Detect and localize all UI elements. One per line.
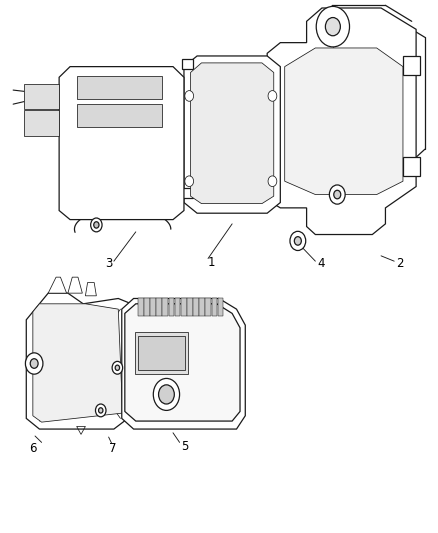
Polygon shape [125,304,240,421]
Bar [156,298,162,316]
Circle shape [94,222,99,228]
Bar [212,298,217,316]
Circle shape [329,185,345,204]
Bar [182,59,193,69]
Bar [162,298,168,316]
Bar [218,298,223,316]
Circle shape [185,176,194,187]
Circle shape [95,404,106,417]
Polygon shape [138,336,185,370]
Text: 1: 1 [207,256,215,269]
Polygon shape [48,277,67,293]
Polygon shape [267,8,416,235]
Polygon shape [122,298,245,429]
Polygon shape [191,63,274,204]
Bar [199,298,205,316]
Bar [77,104,162,127]
Polygon shape [285,48,403,195]
Polygon shape [59,67,184,220]
Circle shape [268,91,277,101]
Circle shape [112,361,123,374]
Bar [77,76,162,99]
Circle shape [30,359,38,368]
Bar [205,298,211,316]
Text: 3: 3 [105,257,112,270]
Circle shape [159,385,174,404]
Bar [169,298,174,316]
Circle shape [334,190,341,199]
Circle shape [115,365,120,370]
Bar [24,84,59,109]
Bar [403,56,420,75]
Bar [187,298,193,316]
Polygon shape [184,56,280,213]
Circle shape [294,237,301,245]
Circle shape [99,408,103,413]
Circle shape [25,353,43,374]
Bar [193,298,199,316]
Circle shape [185,91,194,101]
Text: 7: 7 [109,442,117,455]
Bar [175,298,180,316]
Circle shape [325,18,340,36]
Circle shape [268,176,277,187]
Bar [144,298,150,316]
Circle shape [153,378,180,410]
Circle shape [316,6,350,47]
Polygon shape [68,277,82,293]
Polygon shape [26,293,131,429]
Text: 2: 2 [396,257,404,270]
Text: 6: 6 [29,442,37,455]
Bar [24,110,59,136]
Bar [403,157,420,176]
Circle shape [290,231,306,251]
Polygon shape [85,282,96,296]
Circle shape [91,218,102,232]
Text: 5: 5 [182,440,189,453]
Bar [182,188,193,198]
Bar [150,298,156,316]
Bar [181,298,187,316]
Bar [138,298,144,316]
Polygon shape [135,332,188,374]
Polygon shape [33,304,123,422]
Text: 4: 4 [317,257,325,270]
